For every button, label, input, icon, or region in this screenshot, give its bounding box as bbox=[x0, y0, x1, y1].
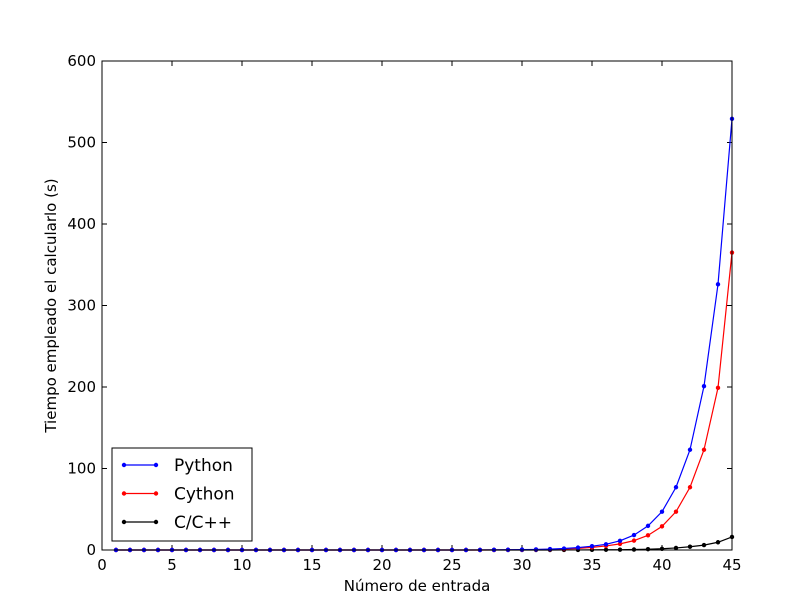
legend-label: Cython bbox=[174, 485, 235, 505]
y-tick-label: 0 bbox=[86, 541, 96, 559]
y-tick-label: 500 bbox=[67, 134, 96, 152]
data-point bbox=[687, 544, 693, 549]
data-point bbox=[701, 383, 707, 389]
data-point bbox=[603, 542, 609, 547]
x-tick-label: 30 bbox=[512, 556, 531, 574]
data-point bbox=[617, 541, 623, 547]
data-point bbox=[533, 547, 539, 552]
x-tick-label: 35 bbox=[582, 556, 601, 574]
x-tick-label: 45 bbox=[722, 556, 741, 574]
legend-box bbox=[111, 447, 253, 542]
data-point bbox=[687, 485, 693, 490]
y-axis-label: Tiempo empleado el calcularlo (s) bbox=[42, 178, 60, 433]
data-point bbox=[645, 523, 651, 529]
legend-label: Python bbox=[174, 456, 233, 476]
data-point bbox=[687, 447, 693, 452]
data-point bbox=[715, 540, 721, 545]
ticks: 0 5 10 15 20 25 30 35 40 45 0 100 200 300 400 500 600 bbox=[67, 52, 741, 574]
data-point bbox=[631, 532, 637, 538]
x-tick-label: 10 bbox=[232, 556, 251, 574]
legend-marker bbox=[153, 519, 159, 525]
legend-label: C/C++ bbox=[174, 513, 232, 533]
data-point bbox=[617, 538, 623, 543]
legend-marker bbox=[153, 491, 159, 496]
x-axis-label: Número de entrada bbox=[344, 577, 491, 595]
data-point bbox=[673, 509, 679, 514]
data-point bbox=[659, 524, 665, 529]
data-point bbox=[575, 545, 581, 550]
x-tick-label: 0 bbox=[97, 556, 107, 574]
data-point bbox=[645, 546, 651, 552]
x-tick-label: 25 bbox=[442, 556, 461, 574]
data-point bbox=[631, 538, 637, 543]
legend: Python Cython C/C++ bbox=[111, 447, 253, 542]
y-tick-label: 600 bbox=[67, 52, 96, 70]
y-tick-label: 100 bbox=[67, 460, 96, 478]
y-tick-label: 400 bbox=[67, 215, 96, 233]
data-point bbox=[715, 282, 721, 287]
legend-entry: Python bbox=[121, 456, 233, 476]
legend-marker bbox=[153, 462, 159, 468]
data-point bbox=[701, 542, 707, 548]
x-tick-label: 40 bbox=[652, 556, 671, 574]
x-tick-label: 5 bbox=[167, 556, 177, 574]
legend-entry: Cython bbox=[121, 485, 235, 505]
data-point bbox=[547, 546, 553, 552]
data-point bbox=[645, 533, 651, 538]
x-tick-label: 15 bbox=[302, 556, 321, 574]
data-point bbox=[673, 485, 679, 490]
y-tick-label: 200 bbox=[67, 378, 96, 396]
legend-marker bbox=[121, 462, 127, 468]
legend-marker bbox=[121, 519, 127, 525]
legend-entry: C/C++ bbox=[121, 513, 232, 533]
data-point bbox=[589, 543, 595, 549]
legend-marker bbox=[121, 491, 127, 496]
data-point bbox=[701, 447, 707, 452]
data-point bbox=[659, 509, 665, 514]
x-tick-label: 20 bbox=[372, 556, 391, 574]
y-tick-label: 300 bbox=[67, 297, 96, 315]
data-point bbox=[673, 545, 679, 551]
data-point bbox=[715, 385, 721, 391]
plot-frame bbox=[101, 60, 733, 551]
